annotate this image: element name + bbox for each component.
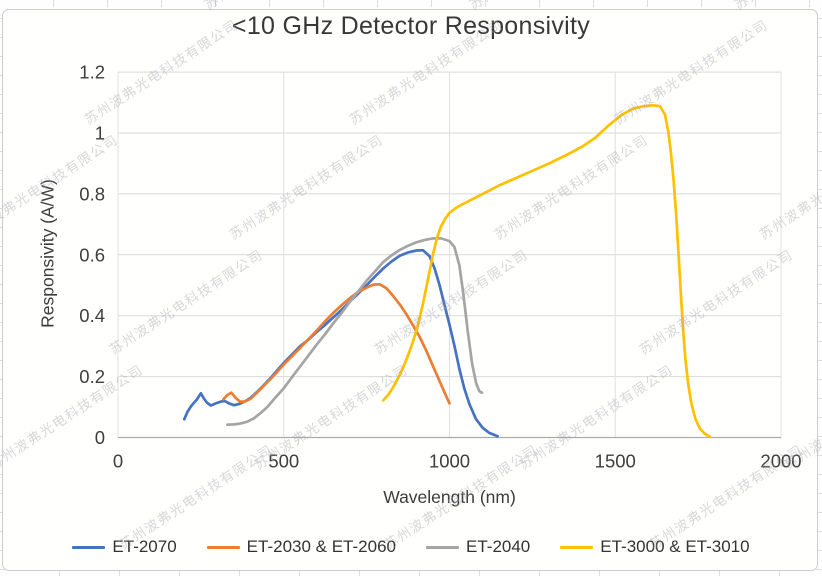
legend-label: ET-3000 & ET-3010	[600, 537, 750, 556]
legend-item-et-2070: ET-2070	[72, 537, 177, 557]
legend-line-swatch-yellow	[560, 545, 594, 549]
legend-line-swatch-blue	[72, 545, 106, 549]
legend-line-swatch-orange	[206, 545, 240, 549]
chart-title: <10 GHz Detector Responsivity	[231, 12, 591, 40]
legend-item-et-3000-et-3010: ET-3000 & ET-3010	[560, 537, 750, 557]
legend: ET-2070 ET-2030 & ET-2060 ET-2040 ET-300…	[0, 537, 822, 557]
legend-item-et-2030-et-2060: ET-2030 & ET-2060	[206, 537, 396, 557]
worksheet-gridline-stubs-top	[0, 0, 822, 7]
legend-line-swatch-gray	[426, 545, 459, 549]
legend-item-et-2040: ET-2040	[426, 537, 530, 557]
y-axis-title: Responsivity (A/W)	[37, 179, 58, 328]
legend-label: ET-2030 & ET-2060	[246, 537, 396, 556]
legend-label: ET-2070	[112, 537, 177, 556]
x-axis-title: Wavelength (nm)	[383, 487, 516, 507]
legend-label: ET-2040	[466, 537, 531, 556]
